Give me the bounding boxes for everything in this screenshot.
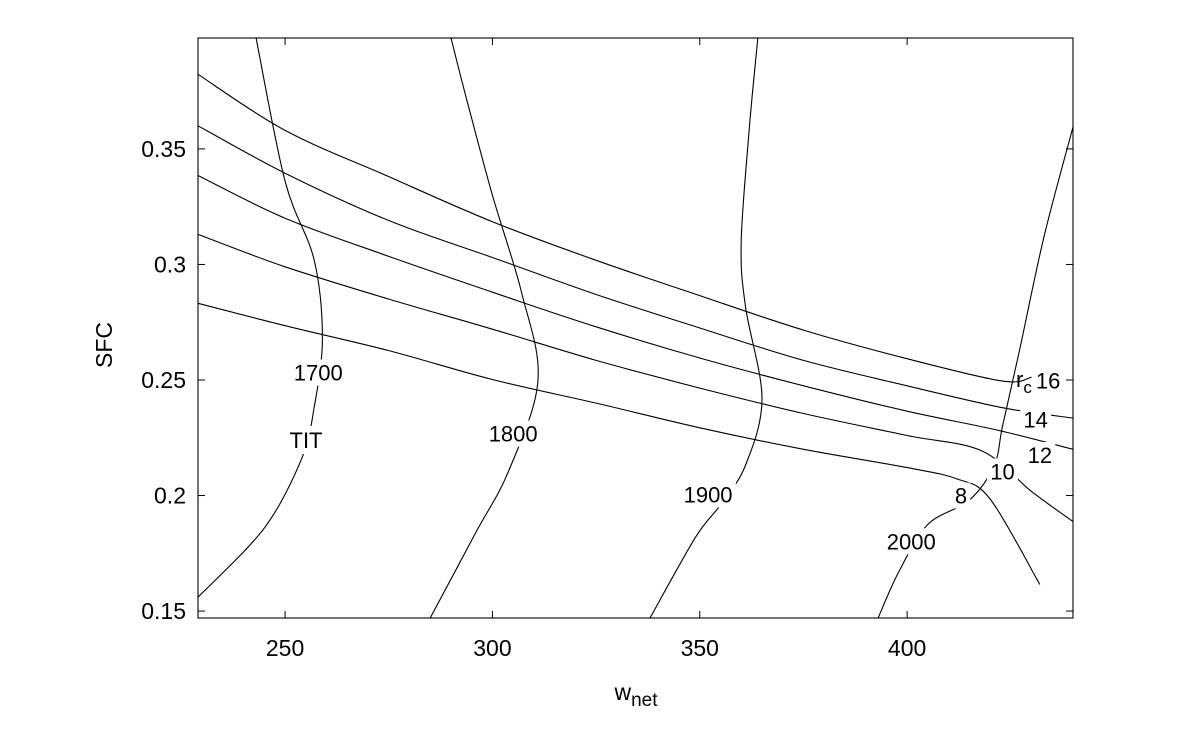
curve-label-bg (1020, 406, 1052, 433)
y-tick-label: 0.2 (154, 483, 186, 509)
rc-family-label-main: r (1016, 367, 1023, 392)
rc-family-label-sub: c (1023, 378, 1032, 397)
ticks-group (198, 38, 1073, 618)
y-axis-label: SFC (91, 322, 117, 368)
x-axis-label: wnet (613, 679, 658, 711)
x-axis-label-main: w (613, 679, 631, 705)
y-tick-label: 0.15 (141, 598, 186, 624)
tit-label-bg (281, 426, 331, 454)
curve-label-rc-10: 10 (990, 459, 1014, 484)
curve-label-tit-2000: 2000 (887, 529, 936, 554)
curve-label-bg (680, 481, 736, 508)
labels-group: 250 300 350 400 0.15 0.2 0.25 0.3 0.35 8 10 12 14 16 1… (141, 136, 1064, 661)
curve-label-tit-1700: 1700 (294, 361, 343, 386)
x-tick-label: 350 (681, 635, 719, 661)
curve-rc-16 (197, 73, 1032, 383)
y-tick-label: 0.25 (141, 367, 186, 393)
curve-tit-1700 (197, 37, 323, 598)
curve-label-bg (987, 458, 1018, 485)
curve-rc-14 (197, 125, 1074, 419)
x-tick-label: 300 (473, 635, 511, 661)
curve-label-rc-14: 14 (1023, 408, 1047, 433)
curve-label-tit-1800: 1800 (489, 422, 538, 447)
curve-label-tit-1900: 1900 (684, 482, 733, 507)
curve-label-rc-16: 16 (1036, 369, 1060, 394)
curve-label-bg (1024, 442, 1056, 469)
curve-rc-8 (197, 302, 1041, 585)
curve-label-bg (485, 420, 541, 447)
rc-family-label: rc (1016, 367, 1032, 397)
curves-group (197, 37, 1074, 619)
curve-rc-12 (197, 175, 1074, 450)
curve-label-bg (1032, 367, 1064, 394)
x-tick-label: 250 (266, 635, 304, 661)
curve-rc-10 (197, 233, 1074, 523)
y-tick-label: 0.3 (154, 251, 186, 277)
x-tick-label: 400 (888, 635, 926, 661)
curve-label-rc-12: 12 (1028, 443, 1052, 468)
curve-tit-1900 (649, 37, 763, 619)
curve-label-bg (883, 528, 940, 555)
plot-frame (197, 37, 1074, 619)
curve-label-rc-8: 8 (955, 484, 967, 509)
curve-label-bg (951, 482, 971, 509)
x-axis-label-sub: net (631, 690, 658, 711)
tit-family-label: TIT (290, 428, 323, 453)
curve-label-bg (290, 359, 347, 386)
y-tick-label: 0.35 (141, 136, 186, 162)
curve-tit-1800 (429, 37, 539, 619)
